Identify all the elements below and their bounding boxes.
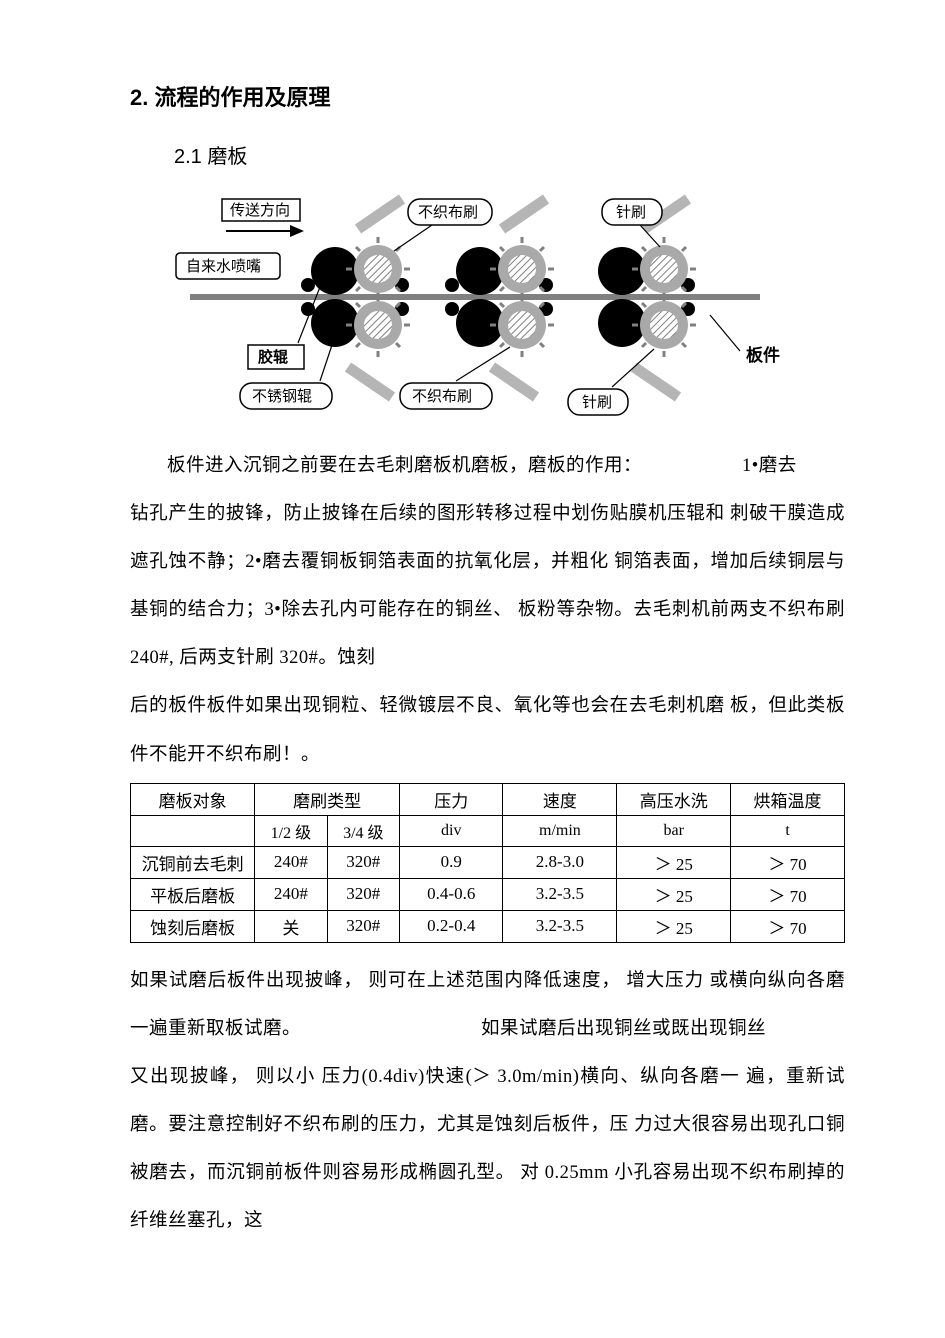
subsection-heading: 2.1 磨板 (174, 140, 845, 169)
steel-roller (311, 299, 359, 347)
th-object: 磨板对象 (131, 783, 255, 815)
label-nozzle: 自来水喷嘴 (186, 258, 261, 275)
th-wash: 高压水洗 (617, 783, 731, 815)
label-needle-top: 针刷 (616, 204, 646, 221)
label-needle-bottom: 针刷 (582, 394, 612, 411)
p1-tail: 后的板件板件如果出现铜粒、轻微镀层不良、氧化等也会在去毛刺机磨 板，但此类板件不… (130, 696, 845, 764)
th-pressure: 压力 (400, 783, 503, 815)
section-heading: 2. 流程的作用及原理 (130, 80, 845, 112)
p1-point1: 1•磨去 (742, 456, 797, 476)
label-board: 板件 (746, 345, 780, 365)
label-steel: 不锈钢辊 (252, 388, 312, 405)
th-brushtype: 磨刷类型 (255, 783, 400, 815)
table-subheader-row: 1/2 级 3/4 级 div m/min bar t (131, 815, 845, 846)
grinding-params-table: 磨板对象 磨刷类型 压力 速度 高压水洗 烘箱温度 1/2 级 3/4 级 di… (130, 783, 845, 943)
section-title: 流程的作用及原理 (154, 85, 330, 110)
p1-lead: 板件进入沉铜之前要在去毛刺磨板机磨板，磨板的作用： (167, 456, 642, 476)
label-rubber: 胶辊 (258, 348, 288, 366)
subsection-number: 2.1 (174, 146, 202, 168)
diagram-container: 传送方向 自来水喷嘴 不织布刷 针刷 胶辊 不锈钢辊 不织布刷 (170, 187, 845, 424)
th-speed: 速度 (503, 783, 617, 815)
section-number: 2. (130, 85, 148, 110)
paragraph-1: 板件进入沉铜之前要在去毛刺磨板机磨板，磨板的作用： 1•磨去 钻孔产生的披锋，防止… (130, 442, 845, 779)
p2-rest: 又出现披峰， 则以小 压力(0.4div)快速(＞ 3.0m/min)横向、纵向… (130, 1067, 845, 1231)
table-header-row: 磨板对象 磨刷类型 压力 速度 高压水洗 烘箱温度 (131, 783, 845, 815)
table-row: 平板后磨板 240# 320# 0.4-0.6 3.2-3.5 ＞ 25 ＞ 7… (131, 878, 845, 910)
th-oven: 烘箱温度 (731, 783, 845, 815)
label-cloth-bottom: 不织布刷 (412, 388, 472, 405)
paragraph-2: 如果试磨后板件出现披峰， 则可在上述范围内降低速度， 增大压力 或横向纵向各磨一… (130, 957, 845, 1246)
convey-direction-label: 传送方向 (230, 202, 290, 219)
p2-l2: 如果试磨后出现铜丝或既出现铜丝 (481, 1019, 766, 1039)
table-row: 沉铜前去毛刺 240# 320# 0.9 2.8-3.0 ＞ 25 ＞ 70 (131, 846, 845, 878)
rubber-roller (311, 247, 359, 295)
grinding-diagram: 传送方向 自来水喷嘴 不织布刷 针刷 胶辊 不锈钢辊 不织布刷 (170, 187, 790, 419)
p1-body: 钻孔产生的披锋，防止披锋在后续的图形转移过程中划伤贴膜机压辊和 刺破干膜造成遮孔… (130, 504, 845, 668)
subsection-title: 磨板 (207, 146, 247, 168)
table-row: 蚀刻后磨板 关 320# 0.2-0.4 3.2-3.5 ＞ 25 ＞ 70 (131, 910, 845, 942)
page: 2. 流程的作用及原理 2.1 磨板 (0, 0, 945, 1338)
label-cloth-top: 不织布刷 (418, 204, 478, 221)
